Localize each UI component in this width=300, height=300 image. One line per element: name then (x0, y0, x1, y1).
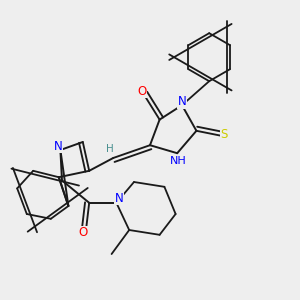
Text: O: O (137, 85, 147, 98)
Text: N: N (115, 191, 123, 205)
Text: NH: NH (170, 156, 187, 166)
Text: H: H (106, 144, 114, 154)
Text: N: N (53, 140, 62, 153)
Text: O: O (78, 226, 87, 239)
Text: S: S (220, 128, 227, 142)
Text: N: N (178, 95, 186, 109)
